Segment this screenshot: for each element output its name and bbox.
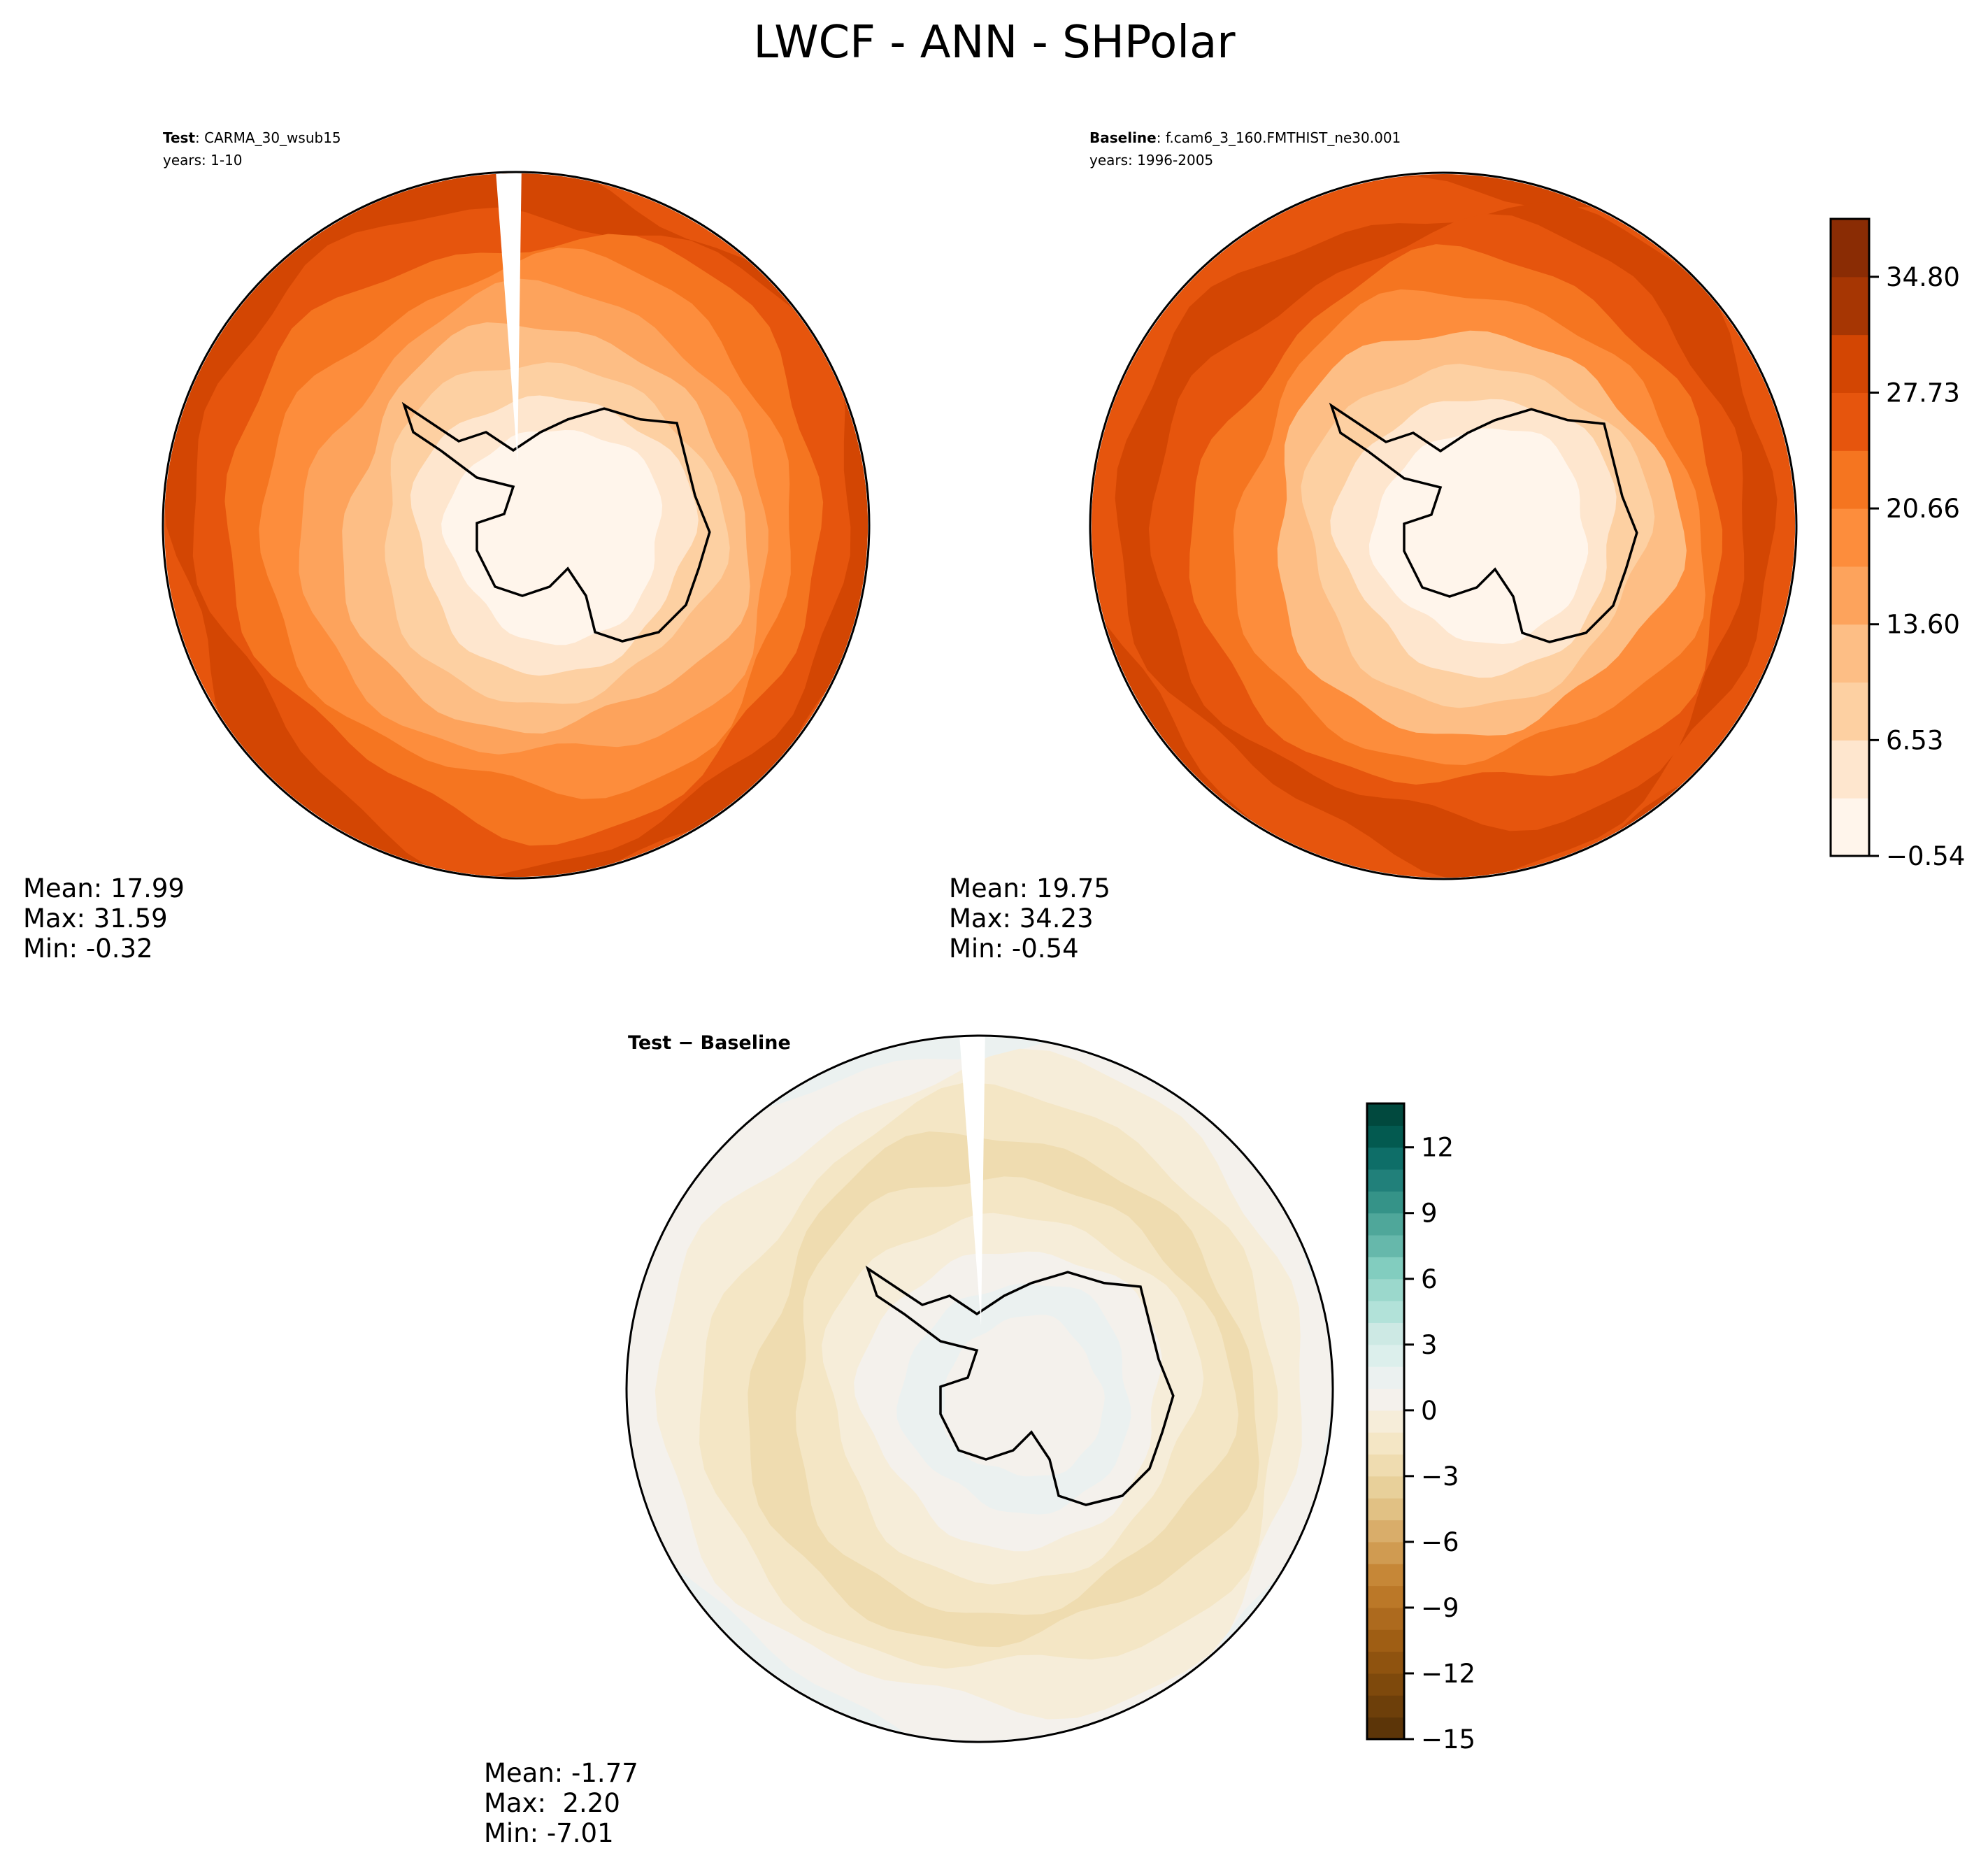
diff-colorbar-band (1367, 1454, 1404, 1477)
main-colorbar-tick-label: 34.80 (1886, 262, 1960, 292)
diff-colorbar-band (1367, 1717, 1404, 1740)
main-colorbar-band (1831, 450, 1869, 509)
baseline-years: years: 1996-2005 (1089, 152, 1213, 169)
main-colorbar-band (1831, 798, 1869, 857)
diff-colorbar-tick-label: 9 (1421, 1199, 1438, 1229)
diff-map-data-gap (959, 1037, 985, 1326)
main-colorbar-band (1831, 624, 1869, 683)
diff-colorbar-band (1367, 1147, 1404, 1170)
diff-colorbar-tick-label: −15 (1421, 1724, 1475, 1755)
main-colorbar-band (1831, 392, 1869, 451)
test-years: years: 1-10 (163, 152, 243, 169)
baseline-max: Max: 34.23 (949, 903, 1094, 934)
baseline-mean: Mean: 19.75 (949, 873, 1110, 903)
diff-colorbar-tick-label: −6 (1421, 1527, 1459, 1557)
diff-map-boundary (625, 1034, 1334, 1743)
diff-colorbar-band (1367, 1388, 1404, 1411)
main-colorbar-band (1831, 219, 1869, 278)
main-colorbar-band (1831, 566, 1869, 625)
diff-map (628, 1037, 1331, 1741)
diff-min: Min: -7.01 (484, 1818, 614, 1848)
diff-colorbar-band (1367, 1344, 1404, 1367)
diff-colorbar-band (1367, 1103, 1404, 1126)
diff-colorbar-band (1367, 1673, 1404, 1696)
baseline-label: Baseline (1089, 129, 1157, 146)
test-case-name: : CARMA_30_wsub15 (195, 129, 341, 146)
diff-colorbar-band (1367, 1541, 1404, 1564)
diff-colorbar-band (1367, 1125, 1404, 1148)
diff-colorbar-tick-label: 3 (1421, 1330, 1438, 1360)
test-map-boundary (162, 171, 871, 880)
diff-colorbar-band (1367, 1322, 1404, 1345)
diff-colorbar-tick-label: −12 (1421, 1659, 1475, 1689)
baseline-map (1092, 174, 1795, 878)
diff-colorbar-frame (1366, 1102, 1406, 1741)
diff-colorbar-band (1367, 1564, 1404, 1587)
test-mean: Mean: 17.99 (23, 873, 185, 903)
diff-colorbar-band (1367, 1213, 1404, 1236)
diff-colorbar: 12 9 6 3 0 −3 −6 −9 −12 −15 (1366, 1102, 1475, 1755)
main-colorbar-band (1831, 740, 1869, 799)
diff-colorbar-band (1367, 1585, 1404, 1608)
diff-colorbar-band (1367, 1629, 1404, 1652)
diff-colorbar-band (1367, 1301, 1404, 1323)
main-colorbar-tick-label: 6.53 (1886, 725, 1943, 755)
baseline-min: Min: -0.54 (949, 934, 1079, 964)
main-colorbar-tick-label: 13.60 (1886, 610, 1960, 640)
test-map-data-gap (495, 173, 522, 462)
test-map (164, 173, 868, 877)
diff-map-contour-band (943, 1315, 1105, 1477)
diff-colorbar-band (1367, 1607, 1404, 1630)
main-colorbar-band (1831, 682, 1869, 741)
diff-colorbar-band (1367, 1278, 1404, 1301)
test-min: Min: -0.32 (23, 934, 153, 964)
diff-colorbar-tick-label: −9 (1421, 1593, 1459, 1623)
diff-colorbar-band (1367, 1651, 1404, 1674)
diff-mean: Mean: -1.77 (484, 1758, 638, 1788)
baseline-map-boundary (1089, 171, 1798, 880)
test-label: Test (163, 129, 195, 146)
diff-title: Test − Baseline (628, 1032, 791, 1054)
main-colorbar-tick-label: 20.66 (1886, 494, 1960, 524)
test-map-antarctica-coastline (401, 401, 711, 643)
diff-colorbar-band (1367, 1432, 1404, 1455)
main-colorbar-tick-label: 27.73 (1886, 378, 1960, 408)
main-colorbar-frame (1829, 217, 1871, 857)
diff-colorbar-band (1367, 1169, 1404, 1192)
diff-colorbar-band (1367, 1235, 1404, 1257)
baseline-panel-header: Baseline: f.cam6_3_160.FMTHIST_ne30.001 (1089, 129, 1401, 146)
diff-max: Max: 2.20 (484, 1788, 620, 1818)
main-colorbar-band (1831, 508, 1869, 567)
diff-colorbar-tick-label: −3 (1421, 1462, 1459, 1492)
diff-colorbar-band (1367, 1475, 1404, 1499)
diff-colorbar-tick-label: 12 (1421, 1133, 1454, 1163)
diff-colorbar-band (1367, 1366, 1404, 1389)
main-colorbar-band (1831, 276, 1869, 336)
diff-colorbar-band (1367, 1191, 1404, 1214)
diff-map-antarctica-coastline (865, 1265, 1175, 1506)
diff-colorbar-tick-label: 0 (1421, 1396, 1438, 1426)
test-map-contour-band (480, 459, 635, 612)
main-colorbar-tick-label: −0.54 (1886, 841, 1965, 871)
figure-title: LWCF - ANN - SHPolar (753, 17, 1236, 69)
diff-colorbar-band (1367, 1257, 1404, 1280)
diff-colorbar-band (1367, 1695, 1404, 1718)
diff-colorbar-band (1367, 1498, 1404, 1521)
main-colorbar: 34.80 27.73 20.66 13.60 6.53 −0.54 (1829, 217, 1965, 871)
baseline-case-name: : f.cam6_3_160.FMTHIST_ne30.001 (1157, 129, 1401, 146)
diff-colorbar-tick-label: 6 (1421, 1264, 1438, 1294)
test-panel-header: Test: CARMA_30_wsub15 (163, 129, 341, 146)
baseline-map-contour-band (1411, 457, 1564, 609)
main-colorbar-band (1831, 334, 1869, 393)
diff-colorbar-band (1367, 1520, 1404, 1543)
baseline-map-antarctica-coastline (1329, 402, 1638, 643)
diff-colorbar-band (1367, 1410, 1404, 1433)
test-max: Max: 31.59 (23, 903, 168, 934)
